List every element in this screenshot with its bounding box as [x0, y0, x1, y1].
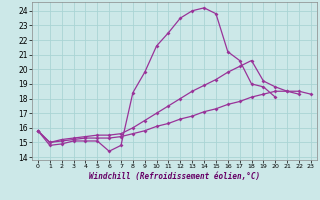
X-axis label: Windchill (Refroidissement éolien,°C): Windchill (Refroidissement éolien,°C): [89, 172, 260, 181]
